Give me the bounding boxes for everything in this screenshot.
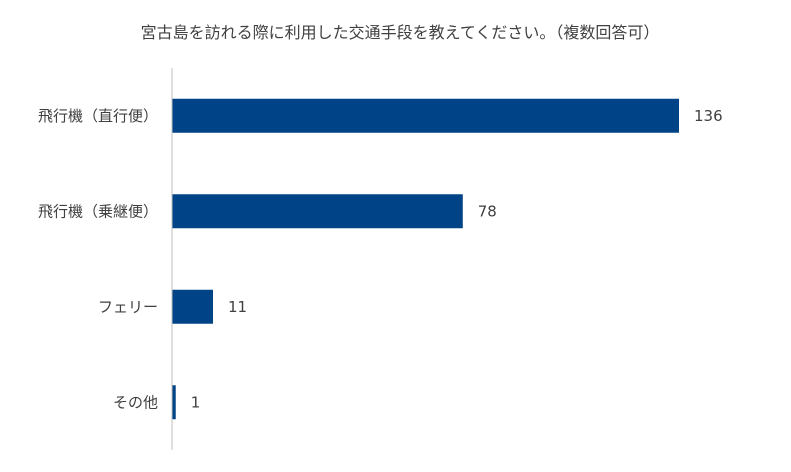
category-label-3: フェリー	[98, 298, 158, 316]
chart-title: 宮古島を訪れる際に利用した交通手段を教えてください。（複数回答可）	[141, 23, 660, 42]
value-label-1: 136	[694, 107, 723, 125]
value-label-4: 1	[191, 393, 201, 411]
value-label-2: 78	[478, 202, 497, 220]
bar-4	[172, 385, 176, 420]
category-label-2: 飛行機（乗継便）	[38, 202, 158, 220]
bar-3	[172, 289, 214, 324]
bars-layer: 飛行機（直行便） 136 飛行機（乗継便） 78 フェリー 11 その他 1	[38, 98, 723, 420]
bar-2	[172, 194, 463, 229]
bar-1	[172, 98, 679, 133]
value-label-3: 11	[228, 298, 247, 316]
category-label-1: 飛行機（直行便）	[38, 107, 158, 125]
category-label-4: その他	[113, 393, 158, 411]
